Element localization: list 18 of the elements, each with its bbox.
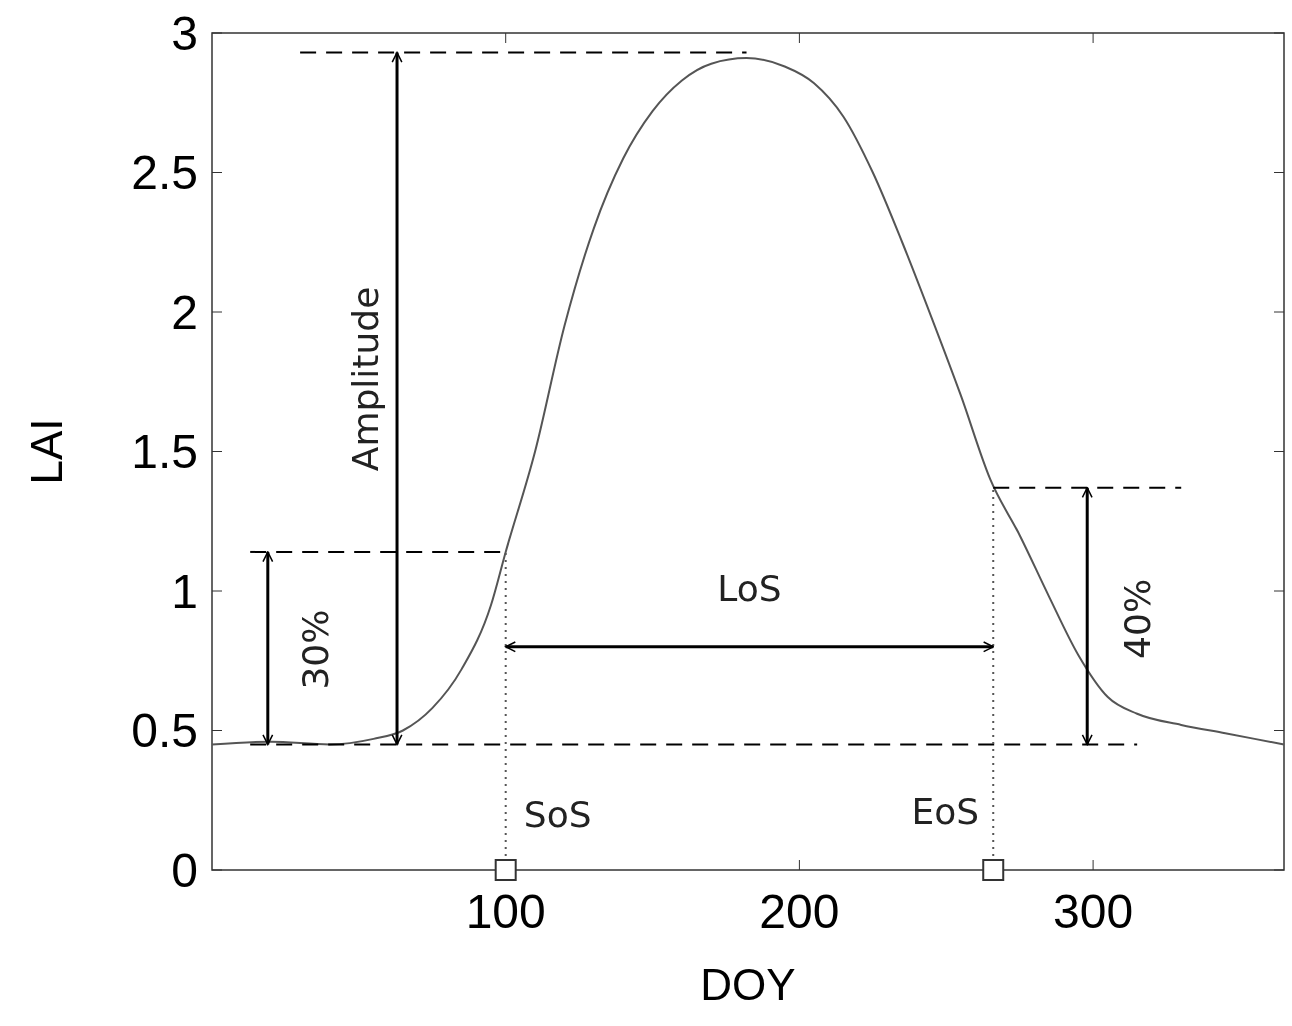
annotation: EoS [911,790,980,832]
annotation: LoS [717,568,782,610]
y-tick-label: 2.5 [131,146,198,200]
y-axis-title: LAI [22,418,71,485]
annotation: 40% [1116,578,1158,659]
y-tick-label: 2 [171,285,198,339]
annotation: SoS [523,793,592,835]
x-axis-title: DOY [700,960,796,1009]
y-tick-label: 0 [171,843,198,897]
x-tick-label: 300 [1053,885,1134,938]
annotation: 30% [295,609,337,690]
y-tick-label: 1 [171,564,198,618]
x-tick-label: 200 [759,885,840,938]
y-tick-label: 1.5 [131,425,198,479]
x-tick-label: 100 [465,885,546,938]
y-tick-label: 0.5 [131,704,198,758]
annotation: Amplitude [344,286,386,472]
y-tick-label: 3 [171,6,198,60]
